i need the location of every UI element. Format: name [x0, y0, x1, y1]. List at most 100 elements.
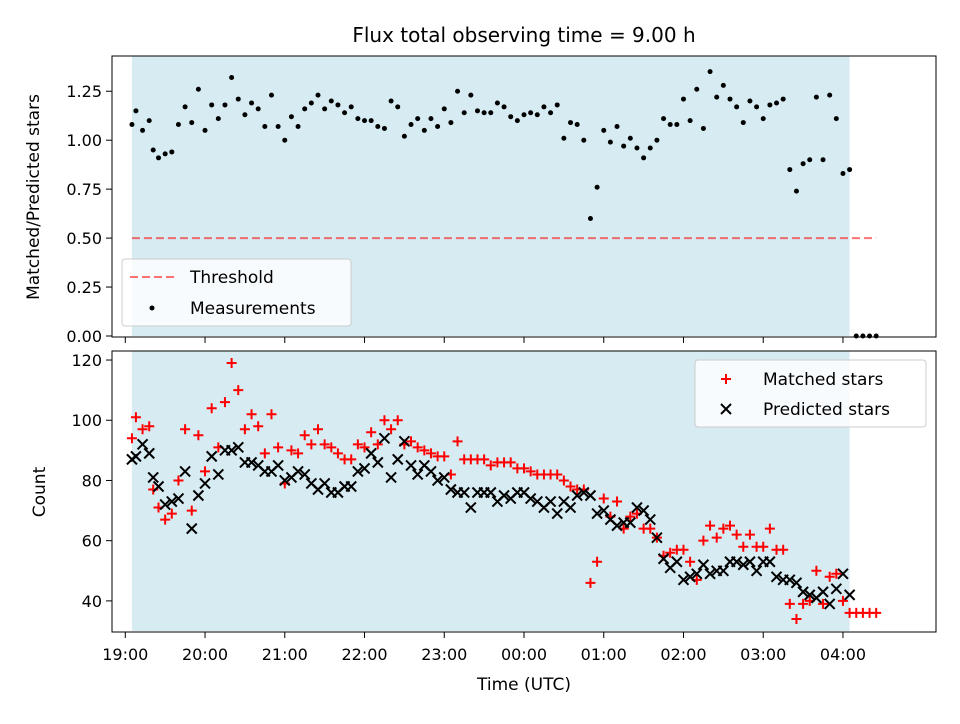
measurement-point [568, 120, 574, 126]
matched-point [326, 442, 337, 453]
predicted-point [352, 465, 364, 478]
top-ytick-label: 0.75 [66, 180, 102, 199]
legend-predicted-label: Predicted stars [763, 400, 890, 420]
bottom-xtick-label: 04:00 [820, 645, 866, 664]
matched-point [126, 433, 137, 444]
measurement-point [133, 108, 139, 114]
matched-point [698, 535, 709, 546]
predicted-point [564, 501, 577, 514]
predicted-point [790, 577, 803, 589]
measurement-point [242, 112, 248, 118]
bottom-xlabel: Time (UTC) [476, 675, 571, 695]
measurement-point [401, 133, 407, 139]
predicted-point [245, 456, 258, 469]
matched-point [160, 514, 171, 525]
measurement-point [335, 102, 341, 108]
measurement-point [561, 135, 567, 141]
predicted-point [644, 513, 656, 526]
measurement-point [780, 96, 786, 102]
matched-point [784, 598, 795, 609]
measurement-point [388, 98, 394, 104]
matched-point [558, 475, 569, 486]
predicted-point [431, 474, 444, 487]
bottom-xtick-label: 03:00 [740, 645, 786, 664]
measurement-point [667, 122, 673, 128]
predicted-point [345, 480, 357, 493]
predicted-point [152, 480, 165, 493]
predicted-point [458, 486, 470, 499]
measurement-point [448, 120, 454, 126]
measurement-point [129, 122, 135, 128]
matched-point [452, 436, 463, 447]
top-y-axis: 0.00 0.25 0.50 0.75 1.00 1.25 [66, 82, 112, 346]
predicted-point [524, 492, 537, 505]
predicted-point [172, 492, 185, 505]
bottom-ytick-label: 60 [82, 532, 102, 551]
matched-point [293, 448, 304, 459]
measurement-point [528, 110, 534, 116]
measurement-point [408, 122, 414, 128]
measurement-point [146, 118, 152, 124]
bottom-x-axis: 19:00 20:00 21:00 22:00 23:00 00:00 01:00 02:00… [102, 632, 866, 664]
top-panel: 0.00 0.25 0.50 0.75 1.00 1.25 Matched/Predict… [24, 55, 937, 346]
measurement-point [554, 102, 560, 108]
predicted-point [677, 574, 690, 586]
measurement-point [508, 114, 514, 120]
top-ytick-label: 0.00 [66, 327, 102, 346]
measurement-point [760, 116, 766, 122]
bottom-legend-box [694, 359, 927, 428]
matched-point [871, 607, 882, 618]
matched-point [565, 481, 576, 492]
legend-measurements-label: Measurements [190, 299, 316, 319]
predicted-point [611, 519, 623, 532]
measurement-point [641, 155, 647, 161]
predicted-point [817, 586, 829, 598]
matched-point [352, 439, 363, 450]
legend-cross-mark [720, 403, 732, 415]
measurement-point [275, 123, 281, 129]
measurement-point [342, 110, 348, 116]
predicted-point [671, 556, 683, 568]
predicted-point [657, 553, 670, 565]
top-ytick-label: 0.25 [66, 278, 102, 297]
measurement-point [607, 139, 613, 145]
legend-threshold-label: Threshold [189, 268, 274, 288]
predicted-point [717, 565, 730, 577]
measurement-point [700, 125, 706, 131]
legend-matched-label: Matched stars [763, 370, 883, 390]
predicted-point [365, 447, 377, 460]
predicted-point [147, 471, 159, 484]
predicted-point [843, 589, 856, 601]
matched-point [811, 565, 822, 576]
matched-point [166, 508, 177, 519]
predicted-point [730, 556, 743, 568]
measurement-point [381, 125, 387, 131]
measurement-point [195, 86, 201, 92]
matched-point [731, 529, 742, 540]
measurement-point [362, 118, 368, 124]
measurement-point [421, 127, 427, 133]
measurement-point [548, 110, 554, 116]
top-ytick-label: 1.00 [66, 131, 102, 150]
matched-point [519, 463, 529, 474]
predicted-point [737, 559, 749, 571]
measurement-point [308, 100, 314, 106]
measurement-point [747, 98, 753, 104]
predicted-point [225, 444, 238, 457]
measurement-point [156, 155, 162, 161]
matched-point [837, 595, 848, 606]
measurement-point [209, 102, 215, 108]
matched-point [130, 412, 141, 423]
matched-point [346, 454, 357, 465]
predicted-point [465, 501, 477, 514]
matched-point [598, 493, 609, 504]
matched-point [439, 451, 450, 462]
measurement-point [674, 122, 680, 128]
matched-point [366, 427, 377, 438]
matched-point [286, 445, 297, 456]
top-ylabel: Matched/Predicted stars [24, 94, 44, 300]
top-ytick-label: 0.50 [66, 229, 102, 248]
top-ytick-label: 1.25 [66, 82, 102, 101]
bottom-ytick-label: 100 [71, 411, 102, 430]
matched-point [379, 415, 390, 426]
